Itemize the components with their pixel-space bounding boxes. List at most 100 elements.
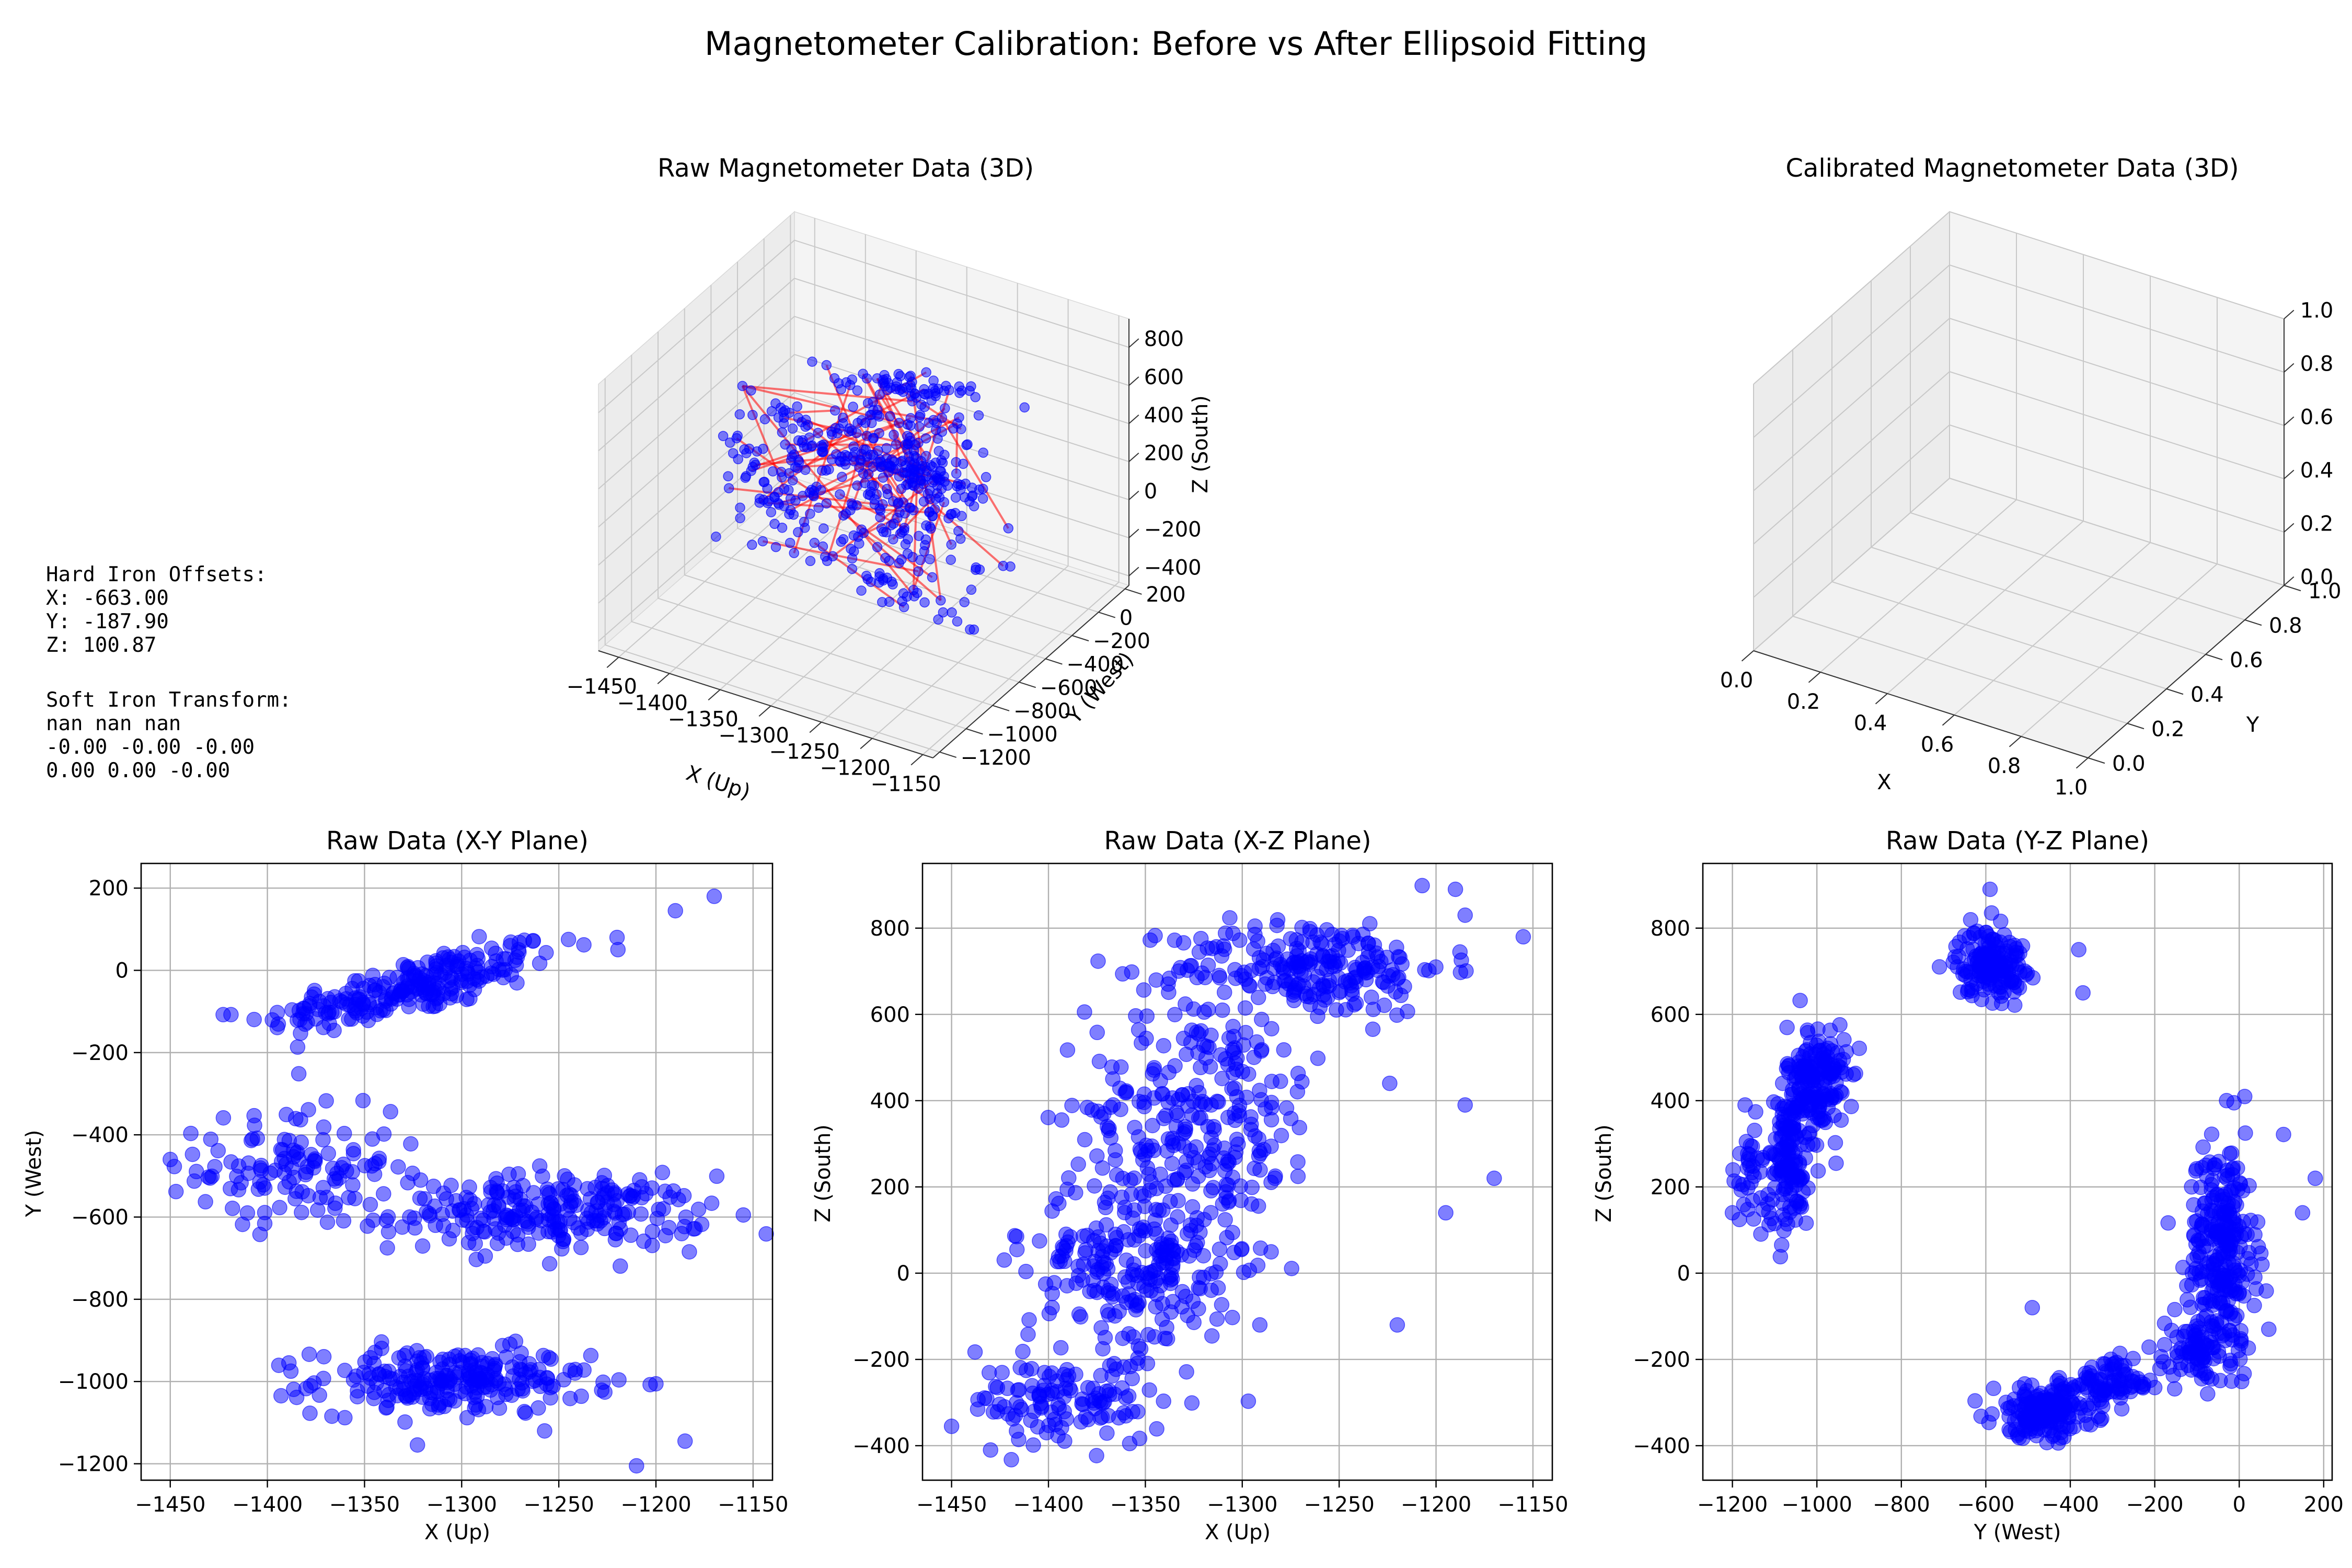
raw-3d-point — [924, 507, 935, 518]
xz-plane-point — [1170, 1209, 1185, 1225]
xy-plane-point — [345, 1177, 361, 1193]
raw-3d-point — [919, 597, 930, 608]
xy-plane-point — [469, 947, 485, 963]
xz-plane-point — [1186, 1315, 1202, 1330]
raw-3d-point — [981, 472, 991, 482]
yz-plane-point — [1851, 1040, 1867, 1056]
xy-plane-point — [468, 1397, 484, 1413]
yz-plane-point — [2261, 1321, 2277, 1337]
yz-plane-point — [2225, 1327, 2241, 1343]
xy-plane-ytick-label: −600 — [71, 1206, 129, 1230]
yz-plane-point — [1779, 1134, 1795, 1150]
raw-3d-point — [905, 420, 916, 431]
raw-3d-point — [951, 468, 962, 479]
xz-plane-point — [1137, 1198, 1152, 1214]
xy-plane-point — [294, 1204, 309, 1220]
raw-3d-point — [946, 555, 956, 565]
xz-plane-point — [1138, 1137, 1154, 1154]
xz-plane-point — [1013, 1402, 1030, 1417]
xz-plane-point — [1270, 912, 1286, 928]
xy-plane-point — [390, 1159, 406, 1175]
raw-3d-point — [838, 510, 849, 521]
raw-3d-point — [933, 474, 943, 484]
raw-3d-point — [908, 505, 919, 515]
raw-3d-point — [868, 433, 879, 443]
yz-plane-point — [2196, 1335, 2212, 1352]
xz-plane-point — [1167, 932, 1183, 948]
yz-plane-point — [1770, 1096, 1786, 1112]
xy-plane-point — [735, 1207, 751, 1223]
xz-plane-point — [1327, 958, 1343, 974]
raw-3d-point — [898, 497, 909, 508]
raw-3d-point — [952, 418, 963, 429]
xz-plane-point — [1124, 1293, 1140, 1309]
yz-plane-point — [2041, 1392, 2057, 1408]
xz-plane-point — [1046, 1275, 1062, 1290]
xy-plane-point — [326, 1171, 342, 1187]
raw-3d-point — [800, 465, 811, 475]
raw-3d-point — [860, 444, 871, 455]
raw-3d-ztick-label: −200 — [1144, 517, 1202, 541]
xz-plane-point — [1174, 1284, 1191, 1300]
raw-3d-point — [974, 485, 985, 495]
yz-plane-point — [2170, 1348, 2185, 1364]
yz-plane-point — [1724, 1205, 1740, 1221]
yz-plane-axes: Raw Data (Y-Z Plane) Y (West) Z (South) … — [1592, 826, 2344, 1544]
yz-plane-point — [2026, 1401, 2042, 1417]
yz-plane-xtick-label: −400 — [2042, 1493, 2099, 1517]
yz-plane-point — [2276, 1126, 2291, 1143]
xy-plane-point — [604, 1182, 620, 1198]
xy-plane-point — [357, 1354, 373, 1370]
xy-plane-ytick-label: −1200 — [58, 1452, 129, 1477]
yz-plane-point — [2219, 1268, 2235, 1284]
yz-plane-point — [2190, 1232, 2206, 1248]
xz-plane-point — [1123, 1186, 1139, 1202]
raw-3d-point — [866, 487, 876, 497]
raw-3d-point — [789, 548, 799, 558]
calibrated-3d-xtick-label: 0.0 — [1720, 668, 1754, 693]
xz-plane-point — [1101, 1120, 1117, 1136]
xy-plane-point — [403, 1136, 419, 1152]
raw-3d-point — [767, 466, 778, 477]
xy-plane-point — [336, 1213, 352, 1229]
xy-plane-point — [350, 1389, 365, 1404]
xy-plane-point — [508, 1333, 524, 1349]
xz-plane-point — [1376, 997, 1392, 1013]
xz-plane-point — [1214, 1297, 1230, 1313]
xy-plane-point — [301, 1102, 316, 1117]
xy-plane-point — [364, 1131, 381, 1147]
xy-plane-point — [489, 1184, 505, 1200]
raw-3d-point — [807, 356, 817, 367]
raw-3d-point — [785, 493, 796, 504]
yz-plane-point — [2195, 1139, 2211, 1155]
yz-plane-point — [1753, 1190, 1769, 1206]
xz-plane-point — [1155, 1244, 1171, 1260]
xz-plane-point — [1221, 1030, 1237, 1046]
xz-plane-point — [1185, 1001, 1202, 1017]
raw-3d-point — [797, 437, 808, 448]
raw-3d-point — [846, 544, 856, 554]
hard-iron-x: X: -663.00 — [46, 586, 169, 610]
xz-plane-point — [1329, 1002, 1344, 1018]
yz-plane-point — [1981, 928, 1997, 944]
xy-plane-point — [488, 1171, 504, 1186]
xz-plane-point — [1400, 1004, 1415, 1019]
raw-3d-point — [835, 489, 845, 500]
raw-3d-point — [806, 441, 817, 452]
xy-plane-point — [521, 1219, 536, 1235]
yz-plane-xtick-label: 200 — [2304, 1493, 2344, 1517]
xz-plane-point — [1128, 1008, 1144, 1024]
xz-plane-point — [1457, 1097, 1473, 1113]
raw-3d-ygrid — [710, 285, 1046, 660]
xy-plane-point — [479, 1367, 495, 1382]
calibrated-3d-ztick-label: 0.4 — [2300, 459, 2334, 483]
xz-plane-point — [1089, 1284, 1105, 1300]
xz-plane-point — [1140, 1327, 1156, 1343]
calibrated-3d-title: Calibrated Magnetometer Data (3D) — [1785, 154, 2239, 183]
raw-3d-point — [851, 500, 862, 511]
yz-plane-point — [1843, 1099, 1859, 1114]
xy-plane-point — [535, 1168, 550, 1184]
xy-plane-point — [380, 1209, 396, 1225]
xy-plane-point — [223, 1181, 238, 1196]
xy-plane-point — [448, 988, 465, 1004]
